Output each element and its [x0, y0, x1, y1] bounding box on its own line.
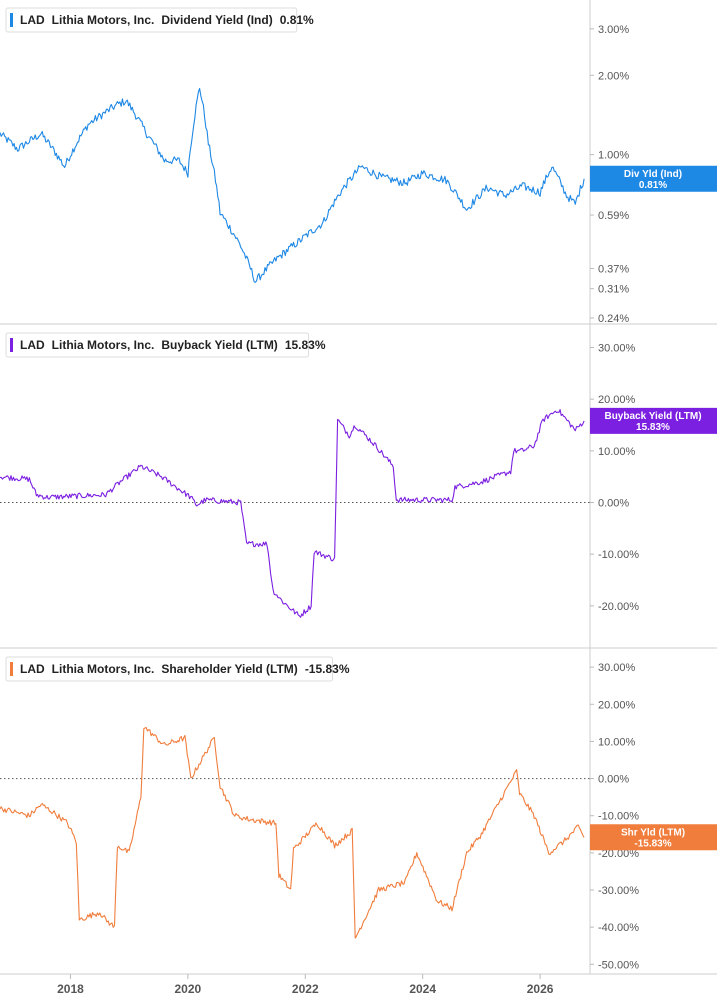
y-tick-label: -50.00% — [598, 959, 639, 971]
y-tick-label: 10.00% — [598, 736, 636, 748]
y-tick-label: 0.00% — [598, 774, 629, 786]
panel-3: 30.00% 20.00% 10.00% 0.00% -10.00% -20.00% -30… — [0, 656, 717, 971]
y-tick-label: -40.00% — [598, 922, 639, 934]
legend-metric: Dividend Yield (Ind) — [161, 13, 272, 27]
legend-box — [5, 7, 298, 33]
legend-company: Lithia Motors, Inc. — [52, 662, 155, 676]
legend-box — [5, 656, 334, 682]
value-flag-label: Div Yld (Ind) — [624, 169, 682, 180]
legend-value: 15.83% — [285, 338, 326, 352]
value-flag-value: 15.83% — [636, 422, 670, 433]
y-tick-label: 3.00% — [598, 24, 629, 36]
value-flag-value: -15.83% — [634, 838, 671, 849]
legend-box — [5, 332, 310, 358]
value-flag-label: Buyback Yield (LTM) — [604, 411, 701, 422]
y-tick-label: -10.00% — [598, 811, 639, 823]
legend-company: Lithia Motors, Inc. — [52, 338, 155, 352]
y-tick-label: 0.24% — [598, 313, 629, 325]
value-flag — [590, 824, 717, 851]
legend-text: LAD Lithia Motors, Inc. Shareholder Yield … — [20, 662, 350, 676]
legend-text: LAD Lithia Motors, Inc. Buyback Yield (LTM… — [20, 338, 326, 352]
legend-value: -15.83% — [305, 662, 350, 676]
legend: LAD Lithia Motors, Inc. Shareholder Yield … — [5, 656, 350, 682]
y-tick-label: 10.00% — [598, 446, 636, 458]
legend-metric: Shareholder Yield (LTM) — [161, 662, 297, 676]
legend: LAD Lithia Motors, Inc. Buyback Yield (LTM… — [5, 332, 326, 358]
y-tick-label: 30.00% — [598, 343, 636, 355]
y-tick-label: 0.31% — [598, 284, 629, 296]
legend-text: LAD Lithia Motors, Inc. Dividend Yield (In… — [20, 13, 314, 27]
legend-swatch — [10, 662, 13, 676]
legend-ticker: LAD — [20, 338, 45, 352]
series-line — [0, 87, 585, 283]
legend-ticker: LAD — [20, 13, 45, 27]
y-tick-label: -20.00% — [598, 848, 639, 860]
x-tick-label: 2020 — [175, 982, 202, 996]
legend-ticker: LAD — [20, 662, 45, 676]
legend-value: 0.81% — [280, 13, 314, 27]
y-tick-label: 0.00% — [598, 498, 629, 510]
y-tick-label: 20.00% — [598, 394, 636, 406]
x-tick-label: 2026 — [527, 982, 554, 996]
legend-company: Lithia Motors, Inc. — [52, 13, 155, 27]
y-tick-label: -20.00% — [598, 601, 639, 613]
y-tick-label: 1.00% — [598, 150, 629, 162]
legend-swatch — [10, 338, 13, 352]
y-tick-label: 20.00% — [598, 699, 636, 711]
y-tick-label: 0.59% — [598, 210, 629, 222]
y-tick-label: 2.00% — [598, 70, 629, 82]
series-line — [0, 726, 585, 939]
panel-2: 30.00% 20.00% 10.00% 0.00% -10.00% -20.00% Buy… — [0, 332, 717, 618]
value-flag — [590, 407, 717, 434]
value-flag — [590, 165, 717, 192]
legend: LAD Lithia Motors, Inc. Dividend Yield (In… — [5, 7, 314, 33]
y-tick-label: -30.00% — [598, 885, 639, 897]
value-flag-value: 0.81% — [639, 180, 667, 191]
x-tick-label: 2022 — [292, 982, 319, 996]
legend-metric: Buyback Yield (LTM) — [161, 338, 277, 352]
value-flag-label: Shr Yld (LTM) — [621, 827, 685, 838]
y-tick-label: -10.00% — [598, 549, 639, 561]
y-tick-label: 30.00% — [598, 662, 636, 674]
legend-swatch — [10, 13, 13, 27]
panel-1: 3.00% 2.00% 1.00% 0.59% 0.37% 0.31% 0.24% Div Y… — [0, 7, 717, 325]
series-line — [0, 409, 585, 618]
x-tick-label: 2024 — [409, 982, 436, 996]
x-tick-label: 2018 — [57, 982, 84, 996]
y-tick-label: 0.37% — [598, 263, 629, 275]
